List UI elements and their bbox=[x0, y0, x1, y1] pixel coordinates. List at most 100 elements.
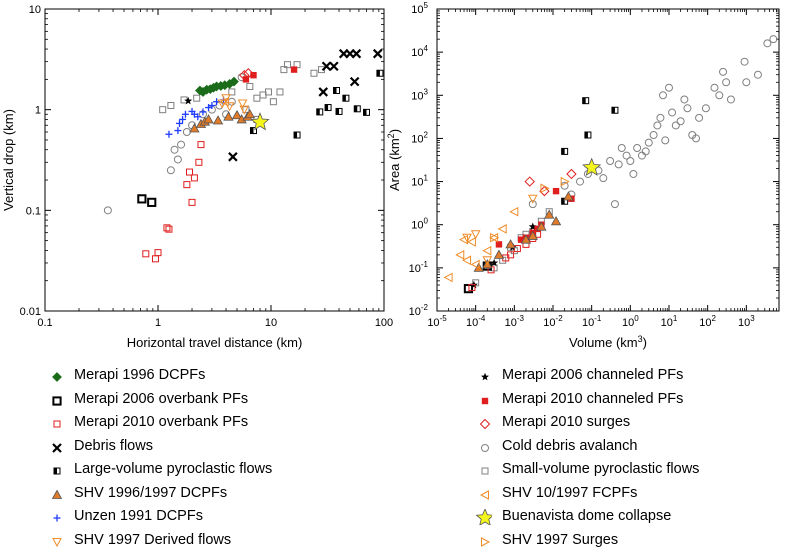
y-tick-label: 104 bbox=[411, 44, 428, 59]
legend-label: Small-volume pyroclastic flows bbox=[502, 461, 699, 477]
legend-symbol-unzen bbox=[48, 509, 64, 525]
series-m96 bbox=[196, 77, 238, 96]
legend-label: Merapi 2010 channeled PFs bbox=[502, 391, 683, 407]
legend-marker-shvs bbox=[482, 538, 490, 546]
point-cda bbox=[665, 84, 672, 91]
point-cda bbox=[228, 98, 235, 105]
point-svpf bbox=[168, 102, 174, 108]
legend-label: Large-volume pyroclastic flows bbox=[74, 461, 272, 477]
point-cda bbox=[723, 79, 730, 86]
x-axis-label: Horizontal travel distance (km) bbox=[127, 335, 303, 350]
legend-item-shvdc: SHV 1996/1997 DCPFs bbox=[48, 482, 272, 506]
point-lvpf bbox=[294, 132, 300, 138]
point-lvpf bbox=[363, 109, 369, 115]
point-lvpf bbox=[336, 108, 342, 114]
legend-symbol-shvfc bbox=[476, 486, 492, 502]
y-tick-label: 0.01 bbox=[20, 306, 41, 318]
x-axis-label: Volume (km3) bbox=[569, 334, 647, 350]
point-svpf bbox=[194, 95, 200, 101]
point-debris bbox=[319, 88, 327, 96]
point-lvpf bbox=[612, 107, 618, 113]
point-shvfc bbox=[499, 225, 507, 233]
point-cda bbox=[770, 36, 777, 43]
x-tick-label: 102 bbox=[699, 314, 716, 329]
x-tick-label: 103 bbox=[738, 314, 755, 329]
series-m06c bbox=[470, 223, 537, 289]
legend-symbol-m06o bbox=[48, 392, 64, 408]
point-cda bbox=[577, 178, 584, 185]
legend-marker-lvpf bbox=[54, 468, 60, 474]
legend-marker-buena bbox=[476, 509, 492, 525]
point-cda bbox=[677, 118, 684, 125]
point-cda bbox=[600, 175, 607, 182]
point-cda bbox=[607, 157, 614, 164]
point-svpf bbox=[270, 99, 276, 105]
x-tick-label: 101 bbox=[661, 314, 678, 329]
point-unzen bbox=[174, 127, 181, 134]
point-svpf bbox=[311, 70, 317, 76]
point-shvdc bbox=[214, 116, 223, 124]
point-shvfc bbox=[456, 251, 464, 259]
legend-symbol-derived bbox=[48, 533, 64, 549]
legend-label: Cold debris avalanch bbox=[502, 438, 637, 454]
y-tick-label: 0.1 bbox=[26, 205, 41, 217]
legend-label: SHV 1997 Surges bbox=[502, 532, 618, 548]
legend-item-m10c: Merapi 2010 channeled PFs bbox=[476, 388, 699, 412]
point-debris bbox=[352, 50, 360, 58]
legend-item-buena: Buenavista dome collapse bbox=[476, 505, 699, 529]
point-lvpf bbox=[585, 132, 591, 138]
legend-label: SHV 10/1997 FCPFs bbox=[502, 485, 637, 501]
y-tick-label: 102 bbox=[411, 130, 428, 145]
legend-symbol-buena bbox=[476, 509, 492, 525]
legend-marker-m06c bbox=[481, 373, 489, 381]
x-tick-label: 100 bbox=[375, 317, 393, 329]
legend-marker-m96 bbox=[53, 373, 61, 381]
legend-symbol-shvdc bbox=[48, 486, 64, 502]
legend-label: Unzen 1991 DCPFs bbox=[74, 508, 203, 524]
legend-marker-svpf bbox=[482, 468, 488, 474]
point-svpf bbox=[277, 89, 283, 95]
legend-symbol-cda bbox=[476, 439, 492, 455]
legend-label: Buenavista dome collapse bbox=[502, 508, 671, 524]
point-m10o bbox=[152, 256, 158, 262]
legend-item-lvpf: Large-volume pyroclastic flows bbox=[48, 458, 272, 482]
point-cda bbox=[634, 144, 641, 151]
legend-symbol-shvs bbox=[476, 533, 492, 549]
point-derived bbox=[472, 231, 480, 239]
y-tick-label: 10-1 bbox=[409, 260, 429, 275]
point-svpf bbox=[254, 95, 260, 101]
legend-item-shvfc: SHV 10/1997 FCPFs bbox=[476, 482, 699, 506]
y-tick-label: 100 bbox=[411, 217, 428, 232]
point-cda bbox=[716, 92, 723, 99]
point-cda bbox=[681, 96, 688, 103]
y-tick-label: 103 bbox=[411, 87, 428, 102]
point-lvpf bbox=[377, 70, 383, 76]
point-m06o bbox=[148, 199, 155, 206]
y-tick-label: 10-2 bbox=[409, 303, 429, 318]
legend-symbol-debris bbox=[48, 439, 64, 455]
legend-item-cda: Cold debris avalanch bbox=[476, 435, 699, 459]
y-tick-label: 101 bbox=[411, 174, 428, 189]
point-shvs bbox=[541, 184, 549, 192]
point-cda bbox=[720, 68, 727, 75]
point-cda bbox=[727, 96, 734, 103]
point-cda bbox=[654, 122, 661, 129]
legend-item-unzen: Unzen 1991 DCPFs bbox=[48, 505, 272, 529]
point-m10c bbox=[291, 66, 297, 72]
point-cda bbox=[174, 156, 181, 163]
point-m10s bbox=[567, 169, 576, 178]
legend-symbol-m10c bbox=[476, 392, 492, 408]
point-cda bbox=[645, 139, 652, 146]
point-cda bbox=[754, 71, 761, 78]
point-cda bbox=[657, 114, 664, 121]
legend-marker-m10o bbox=[54, 421, 60, 427]
legend-label: SHV 1997 Derived flows bbox=[74, 532, 231, 548]
series-m06o bbox=[138, 195, 155, 206]
point-cda bbox=[618, 144, 625, 151]
point-svpf bbox=[247, 83, 253, 89]
point-cda bbox=[672, 122, 679, 129]
legend-label: Debris flows bbox=[74, 438, 153, 454]
legend-symbol-m10s bbox=[476, 415, 492, 431]
x-tick-label: 10-5 bbox=[427, 314, 447, 329]
x-tick-label: 10-3 bbox=[505, 314, 525, 329]
